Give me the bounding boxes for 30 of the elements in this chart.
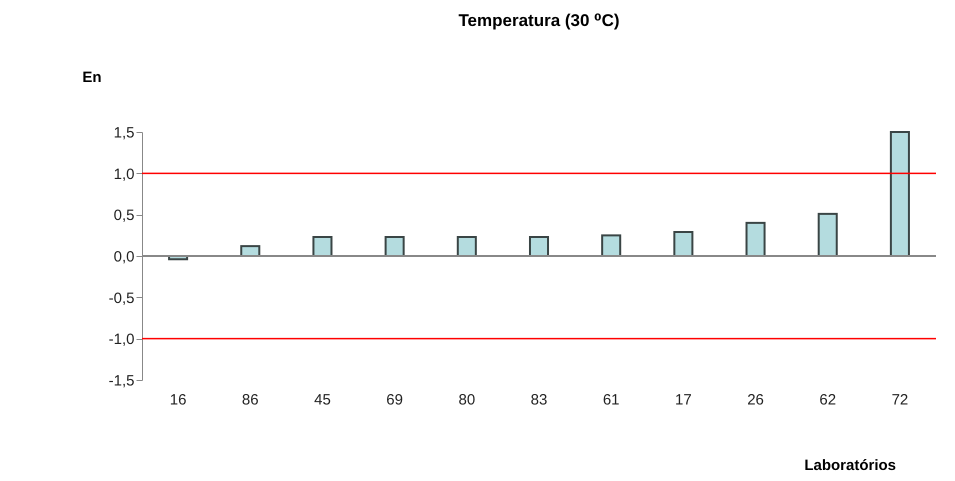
- bar: [890, 131, 910, 257]
- y-tick-label: -1,0: [108, 331, 134, 348]
- y-tick-label: -1,5: [108, 372, 134, 390]
- x-tick-label: 83: [530, 392, 548, 408]
- bar: [746, 222, 766, 257]
- x-tick-label: 45: [314, 392, 331, 408]
- x-tick-label: 69: [386, 392, 403, 408]
- x-tick-label: 80: [458, 392, 476, 408]
- x-tick-label: 61: [602, 392, 620, 408]
- bar: [818, 212, 838, 257]
- x-tick-label: 86: [242, 392, 259, 408]
- bar: [312, 236, 332, 257]
- bar: [456, 236, 477, 257]
- bar: [601, 234, 622, 257]
- x-tick-label: 16: [170, 392, 186, 408]
- chart-title: Temperatura (30 ⁰C): [458, 11, 620, 30]
- x-tick-label: 72: [892, 392, 908, 408]
- y-tick-label: 1,0: [114, 166, 134, 183]
- bar: [528, 236, 550, 257]
- y-tick-label: 0,5: [114, 207, 134, 224]
- bar: [384, 236, 405, 257]
- x-tick-label: 62: [819, 392, 836, 408]
- y-tick-label: 0,0: [114, 248, 134, 266]
- y-tick-label: -0,5: [108, 290, 134, 307]
- x-tick-label: 17: [675, 392, 692, 408]
- x-tick-label: 26: [747, 392, 764, 408]
- y-axis-title: En: [82, 69, 102, 86]
- x-axis-title: Laboratórios: [804, 457, 896, 474]
- bar: [673, 231, 694, 257]
- y-tick-label: 1,5: [114, 124, 134, 142]
